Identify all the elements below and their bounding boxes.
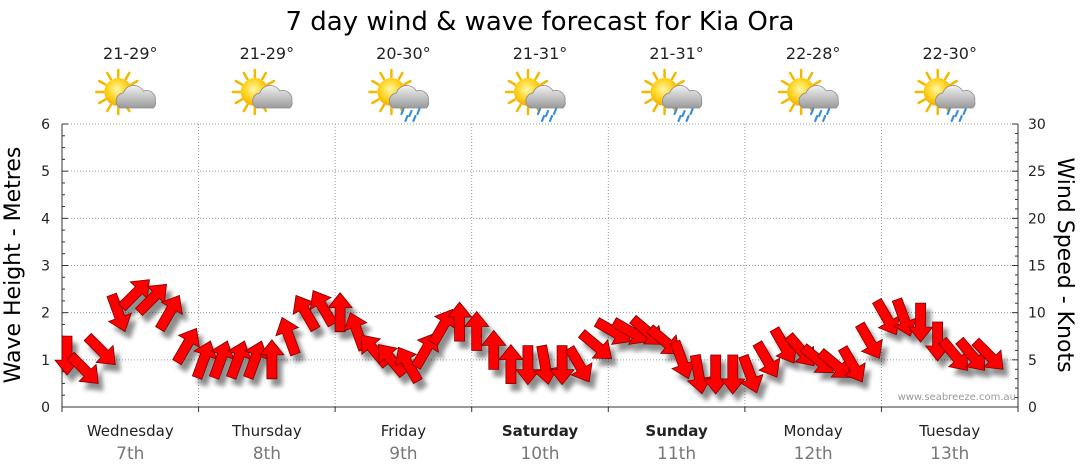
left-tick-label: 3 xyxy=(41,259,50,275)
day-name: Thursday xyxy=(231,422,302,440)
day-temperature: 22-28° xyxy=(786,44,841,63)
day-date: 10th xyxy=(520,444,559,464)
right-axis-ticks: 0 5 10 15 20 25 30 xyxy=(1028,117,1046,416)
day-temperature: 21-31° xyxy=(649,44,704,63)
wind-arrow xyxy=(669,339,696,380)
wind-arrow xyxy=(172,327,200,366)
wind-arrow xyxy=(752,340,781,378)
day-name: Friday xyxy=(381,422,427,440)
day-name: Sunday xyxy=(645,422,708,440)
wind-arrow xyxy=(480,329,507,370)
day-temperature: 21-29° xyxy=(103,44,158,63)
day-headers: 21-29° Wednesday 7th 21-29° Thursday 8th 20-30… xyxy=(87,44,980,464)
day-date: 13th xyxy=(930,444,969,464)
wind-arrow xyxy=(872,297,900,336)
showers-icon xyxy=(777,68,839,123)
wind-arrow xyxy=(564,345,593,383)
wind-arrow xyxy=(837,345,866,383)
partly-cloudy-icon xyxy=(231,68,293,116)
wind-arrows xyxy=(54,279,1004,395)
wind-arrow xyxy=(533,344,559,385)
day-name: Saturday xyxy=(502,422,579,440)
wind-arrow xyxy=(515,345,541,386)
partly-cloudy-icon xyxy=(95,68,156,116)
left-tick-label: 1 xyxy=(41,353,50,369)
showers-icon xyxy=(368,68,430,123)
wind-arrow xyxy=(498,343,524,385)
wind-arrow xyxy=(891,297,918,337)
day-name: Tuesday xyxy=(918,422,980,440)
wind-arrow xyxy=(855,321,883,359)
wind-arrow xyxy=(66,351,99,384)
wind-arrow xyxy=(292,294,321,333)
wind-arrow xyxy=(428,308,457,347)
day-temperature: 21-31° xyxy=(513,44,568,63)
wind-arrow xyxy=(686,353,713,395)
wind-arrow xyxy=(259,339,285,380)
grid-lines xyxy=(62,123,1018,407)
wind-arrow xyxy=(275,316,301,357)
wind-arrow xyxy=(816,347,852,378)
left-tick-label: 0 xyxy=(41,400,50,416)
wind-arrow xyxy=(83,332,116,365)
wind-arrow xyxy=(549,345,575,386)
left-axis-title: Wave Height - Metres xyxy=(1,147,26,384)
right-tick-label: 20 xyxy=(1028,211,1046,227)
wind-arrow xyxy=(938,336,968,371)
wind-arrow xyxy=(577,329,613,359)
day-date: 12th xyxy=(794,444,833,464)
showers-icon xyxy=(504,68,566,123)
day-name: Monday xyxy=(784,422,843,440)
wind-arrow xyxy=(155,294,183,333)
left-tick-label: 5 xyxy=(41,164,50,180)
wind-arrow xyxy=(134,283,167,317)
wind-arrow xyxy=(117,279,150,312)
showers-icon xyxy=(641,68,703,123)
day-temperature: 20-30° xyxy=(376,44,431,63)
wind-arrow xyxy=(955,336,986,371)
credit-text: www.seabreeze.com.au xyxy=(898,392,1016,403)
showers-icon xyxy=(914,68,976,123)
wind-arrow xyxy=(719,354,746,395)
wind-arrow xyxy=(463,310,490,351)
right-tick-label: 15 xyxy=(1028,259,1046,275)
day-date: 8th xyxy=(253,444,281,464)
wind-arrow xyxy=(702,354,729,395)
left-tick-label: 4 xyxy=(41,211,50,227)
right-tick-label: 0 xyxy=(1028,400,1037,416)
wind-arrow xyxy=(394,346,423,385)
wind-arrow xyxy=(106,292,132,333)
day-date: 7th xyxy=(116,444,144,464)
chart-title: 7 day wind & wave forecast for Kia Ora xyxy=(286,7,795,37)
left-axis-ticks: 0 1 2 3 4 5 6 xyxy=(41,117,50,416)
right-tick-label: 30 xyxy=(1028,117,1046,133)
wind-arrow xyxy=(971,337,1004,370)
day-temperature: 21-29° xyxy=(240,44,295,63)
wind-arrow xyxy=(907,302,934,343)
right-tick-label: 5 xyxy=(1028,353,1037,369)
right-axis-title: Wind Speed - Knots xyxy=(1052,157,1077,372)
day-name: Wednesday xyxy=(87,422,174,440)
day-date: 11th xyxy=(657,444,696,464)
wind-arrow xyxy=(738,353,764,394)
wind-arrow xyxy=(446,301,473,342)
left-tick-label: 6 xyxy=(41,117,50,133)
right-tick-label: 25 xyxy=(1028,164,1046,180)
day-temperature: 22-30° xyxy=(922,44,977,63)
day-date: 9th xyxy=(389,444,417,464)
left-tick-label: 2 xyxy=(41,306,50,322)
right-tick-label: 10 xyxy=(1028,306,1046,322)
